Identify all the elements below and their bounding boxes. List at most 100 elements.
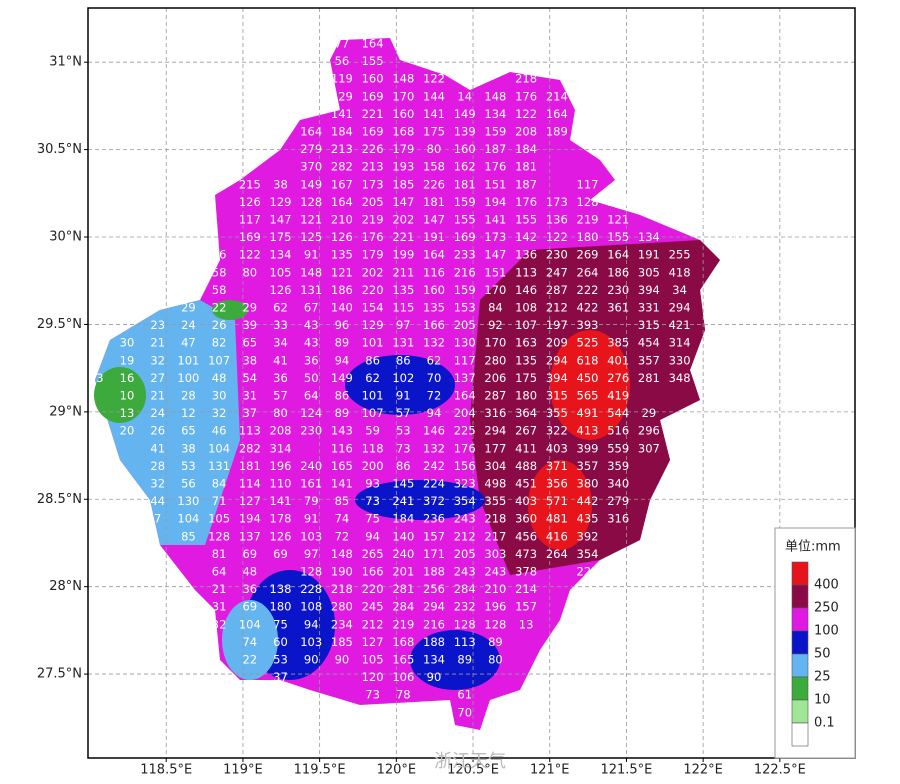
- station-value: 127: [239, 494, 261, 508]
- station-value: 20: [120, 424, 135, 438]
- station-value: 57: [273, 389, 288, 403]
- station-value: 22: [212, 301, 227, 315]
- station-value: 330: [669, 353, 691, 367]
- station-value: 30: [212, 389, 227, 403]
- legend-swatch: [791, 653, 809, 678]
- station-value: 67: [304, 301, 319, 315]
- station-value: 105: [362, 653, 384, 667]
- station-value: 164: [300, 125, 322, 139]
- station-value: 166: [362, 565, 384, 579]
- station-value: 147: [270, 213, 292, 227]
- station-value: 113: [515, 265, 537, 279]
- station-value: 47: [181, 336, 196, 350]
- station-value: 24: [150, 406, 165, 420]
- station-value: 230: [300, 424, 322, 438]
- station-value: 128: [454, 617, 476, 631]
- station-value: 181: [423, 195, 445, 209]
- station-value: 56: [335, 54, 350, 68]
- lon-tick-label: 122.5°E: [754, 763, 806, 778]
- legend-threshold: 50: [814, 647, 831, 662]
- station-value: 26: [150, 424, 165, 438]
- station-value: 34: [672, 283, 687, 297]
- station-value: 170: [484, 283, 506, 297]
- station-value: 134: [638, 230, 660, 244]
- station-value: 65: [242, 336, 257, 350]
- station-value: 221: [362, 107, 384, 121]
- station-value: 140: [331, 301, 353, 315]
- station-value: 86: [396, 353, 411, 367]
- legend-swatch: [791, 676, 809, 701]
- station-value: 205: [454, 547, 476, 561]
- station-value: 413: [577, 424, 599, 438]
- station-value: 125: [300, 230, 322, 244]
- station-value: 141: [484, 213, 506, 227]
- station-value: 322: [546, 424, 568, 438]
- station-value: 138: [270, 582, 292, 596]
- station-value: 218: [515, 72, 537, 86]
- station-value: 184: [331, 125, 353, 139]
- station-value: 90: [335, 653, 350, 667]
- station-value: 134: [484, 107, 506, 121]
- station-value: 189: [546, 125, 568, 139]
- station-value: 216: [454, 265, 476, 279]
- station-value: 148: [331, 547, 353, 561]
- station-value: 119: [331, 72, 353, 86]
- station-value: 74: [242, 635, 257, 649]
- station-value: 267: [515, 424, 537, 438]
- station-value: 392: [577, 529, 599, 543]
- station-value: 161: [300, 477, 322, 491]
- station-value: 113: [239, 424, 261, 438]
- station-value: 220: [362, 283, 384, 297]
- station-value: 130: [177, 494, 199, 508]
- station-value: 107: [208, 353, 230, 367]
- station-value: 219: [392, 617, 414, 631]
- station-value: 240: [300, 459, 322, 473]
- lat-tick-label: 27.5°N: [37, 667, 82, 682]
- station-value: 122: [546, 230, 568, 244]
- station-value: 187: [484, 142, 506, 156]
- station-value: 163: [515, 336, 537, 350]
- station-value: 74: [335, 512, 350, 526]
- station-value: 14: [457, 89, 472, 103]
- station-value: 30: [120, 336, 135, 350]
- station-value: 188: [423, 635, 445, 649]
- station-value: 165: [331, 459, 353, 473]
- station-value: 303: [484, 547, 506, 561]
- station-value: 226: [362, 142, 384, 156]
- station-value: 525: [577, 336, 599, 350]
- station-value: 31: [212, 600, 227, 614]
- station-value: 348: [669, 371, 691, 385]
- station-value: 90: [427, 670, 442, 684]
- legend-swatch: [791, 722, 809, 747]
- legend-swatch: [791, 561, 809, 586]
- station-value: 94: [335, 353, 350, 367]
- station-value: 451: [515, 477, 537, 491]
- lon-tick-label: 119°E: [223, 763, 263, 778]
- station-value: 180: [577, 230, 599, 244]
- station-value: 131: [300, 283, 322, 297]
- station-value: 44: [150, 494, 165, 508]
- station-value: 43: [304, 336, 319, 350]
- station-value: 141: [331, 477, 353, 491]
- station-value: 164: [331, 195, 353, 209]
- legend-threshold: 25: [814, 670, 831, 685]
- station-value: 75: [365, 512, 380, 526]
- station-value: 316: [607, 512, 629, 526]
- station-value: 60: [273, 635, 288, 649]
- station-value: 69: [242, 547, 257, 561]
- station-value: 139: [454, 125, 476, 139]
- station-value: 218: [331, 582, 353, 596]
- station-value: 13: [120, 406, 135, 420]
- station-value: 89: [335, 336, 350, 350]
- station-value: 126: [270, 283, 292, 297]
- station-value: 212: [454, 529, 476, 543]
- station-value: 205: [362, 195, 384, 209]
- station-value: 180: [270, 600, 292, 614]
- station-value: 145: [392, 477, 414, 491]
- station-value: 141: [331, 107, 353, 121]
- region-lightblue: [222, 600, 278, 680]
- station-value: 331: [638, 301, 660, 315]
- station-value: 38: [242, 353, 257, 367]
- station-value: 176: [362, 230, 384, 244]
- station-value: 165: [392, 653, 414, 667]
